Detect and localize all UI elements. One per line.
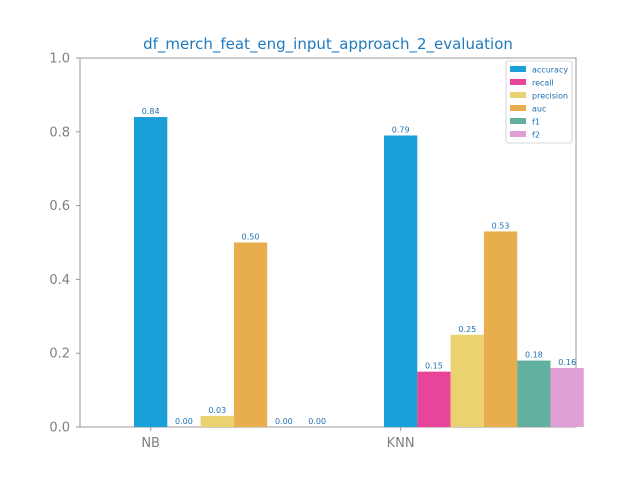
bar-auc xyxy=(233,242,268,427)
bar-value-label: 0.25 xyxy=(458,325,476,334)
bar-value-label: 0.84 xyxy=(142,107,160,116)
axes-frame xyxy=(79,57,577,428)
bar-value-label: 0.50 xyxy=(242,233,260,242)
bar-value-label: 0.03 xyxy=(208,406,226,415)
bar-recall xyxy=(417,371,451,427)
legend-label: recall xyxy=(532,79,554,88)
legend-label: accuracy xyxy=(532,66,568,75)
bar-value-label: 0.16 xyxy=(558,358,576,367)
y-tick-label: 1.0 xyxy=(49,52,70,67)
bar-value-label: 0.15 xyxy=(425,362,443,371)
legend-swatch xyxy=(510,92,526,98)
bar-accuracy xyxy=(134,117,168,427)
plot-area: 0.0 0.2 0.4 0.6 0.8 1.0 NB 0.84 0.00 0.03 0.50 0.00… xyxy=(49,52,584,451)
x-tick-label: NB xyxy=(141,436,160,451)
legend-swatch xyxy=(510,118,526,124)
bar-value-label: 0.00 xyxy=(175,417,193,426)
legend-label: f2 xyxy=(532,131,540,140)
x-tick-label: KNN xyxy=(387,436,415,451)
y-tick-label: 0.6 xyxy=(49,199,70,214)
y-tick-label: 0.4 xyxy=(49,273,70,288)
y-tick-label: 0.2 xyxy=(49,347,70,362)
bar-value-label: 0.00 xyxy=(275,417,293,426)
legend-label: f1 xyxy=(532,118,540,127)
bar-auc xyxy=(483,231,518,427)
bar-f1 xyxy=(517,360,551,427)
legend-swatch xyxy=(510,131,526,137)
bar-value-label: 0.18 xyxy=(525,351,543,360)
legend-label: auc xyxy=(532,105,546,114)
bar-value-label: 0.79 xyxy=(392,125,410,134)
y-tick-label: 0.8 xyxy=(49,125,70,140)
legend-swatch xyxy=(510,66,526,72)
legend-label: precision xyxy=(532,92,568,101)
bar-f2 xyxy=(550,367,584,427)
chart-title: df_merch_feat_eng_input_approach_2_evalu… xyxy=(143,35,513,54)
legend-swatch xyxy=(510,79,526,85)
bar-accuracy xyxy=(384,135,418,428)
bar-value-label: 0.00 xyxy=(308,417,326,426)
bar-value-label: 0.53 xyxy=(492,221,510,230)
bar-precision xyxy=(450,334,484,427)
bar-precision xyxy=(200,415,234,427)
legend-swatch xyxy=(510,105,526,111)
y-tick-label: 0.0 xyxy=(49,421,70,436)
